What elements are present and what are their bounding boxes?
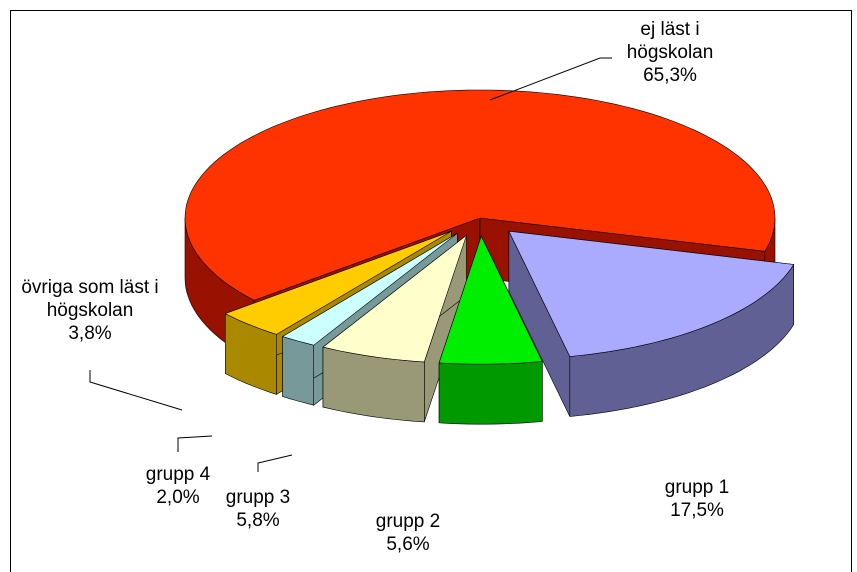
slice [184, 89, 776, 301]
slice-value: 65,3% [643, 65, 697, 86]
slice [224, 231, 452, 335]
slice-value: 3,8% [68, 323, 112, 344]
leader-line [257, 454, 293, 472]
slice-side [282, 336, 315, 406]
leader-line [89, 370, 183, 411]
slice [438, 235, 543, 365]
slice [508, 230, 795, 357]
slice [322, 234, 468, 363]
slice-name: grupp 4 [145, 464, 211, 485]
data-label: övriga som läst i högskolan 3,8% [8, 276, 173, 345]
frame [10, 10, 852, 572]
slice-value: 5,6% [386, 534, 430, 555]
slice-name: grupp 2 [375, 511, 441, 532]
data-label: grupp 3 5,8% [203, 486, 313, 532]
slice-value: 5,8% [236, 510, 280, 531]
slice-value: 17,5% [670, 500, 724, 521]
slice-side [438, 361, 543, 425]
leader-line [177, 435, 213, 452]
leaders [89, 57, 612, 472]
slice-name: grupp 3 [225, 487, 291, 508]
data-label: grupp 1 17,5% [642, 476, 752, 522]
slice-name: ej läst i högskolan [626, 19, 714, 63]
data-label: grupp 2 5,6% [353, 510, 463, 556]
slice-value: 2,0% [156, 487, 200, 508]
data-label: ej läst i högskolan 65,3% [615, 18, 725, 87]
slice [281, 233, 458, 346]
leader-line [489, 57, 612, 101]
data-label: grupp 4 2,0% [133, 463, 223, 509]
slice-name: övriga som läst i högskolan [21, 277, 159, 321]
slice-name: grupp 1 [664, 477, 730, 498]
pie [184, 89, 795, 425]
